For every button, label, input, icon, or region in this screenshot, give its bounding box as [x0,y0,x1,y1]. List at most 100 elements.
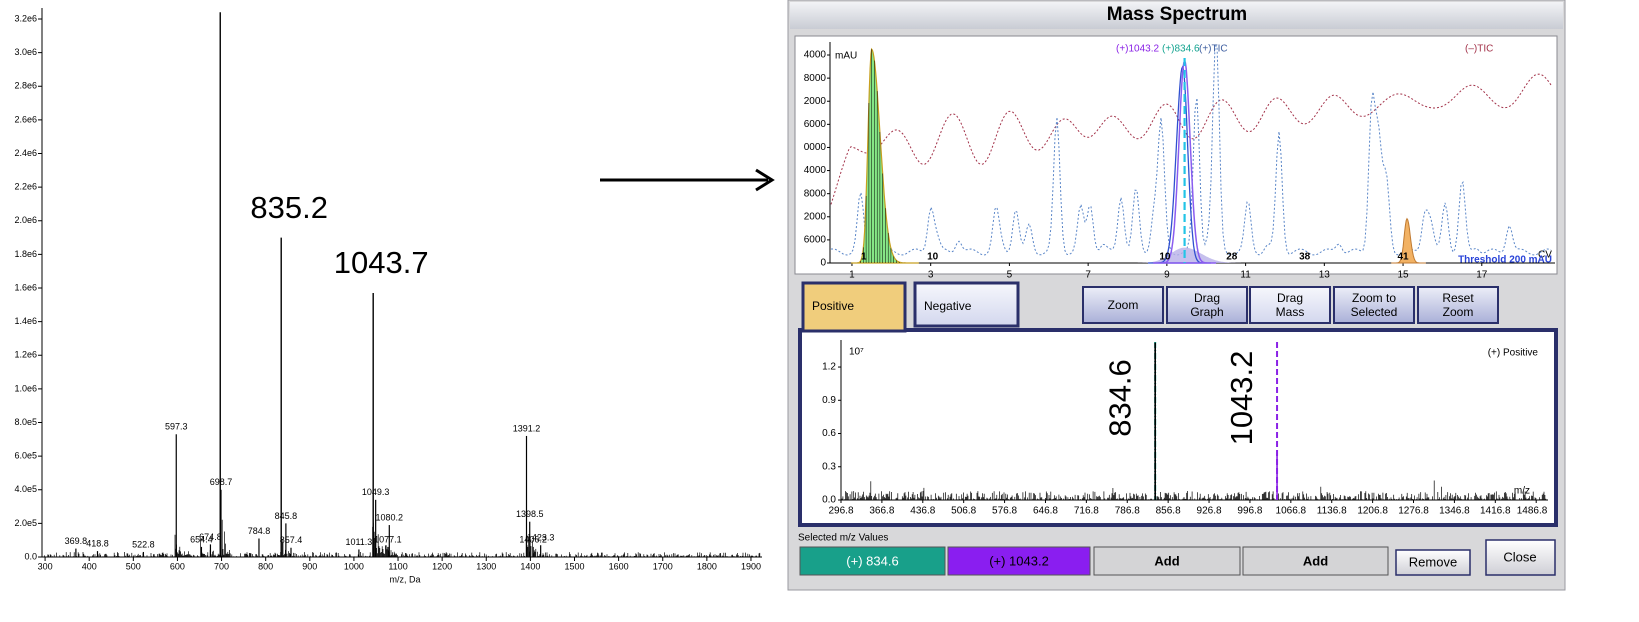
spec-x-tick-label: 436.8 [910,506,935,517]
button-label: Zoom [1443,305,1474,319]
tab-label: Positive [812,299,854,313]
title-bar [790,2,1563,29]
selected-label: Selected m/z Values [798,533,888,544]
peak-number: 10 [1159,252,1171,263]
spec-exponent: 10⁷ [849,347,864,358]
spec-x-tick-label: 996.8 [1237,506,1262,517]
peak-label: 1077.1 [374,534,402,544]
peak-label: 1398.5 [516,509,544,519]
tab-label: Negative [924,299,972,313]
spec-x-tick-label: 1346.8 [1439,506,1470,517]
toolbar-button[interactable] [1333,286,1415,324]
spec-x-tick-label: 716.8 [1074,506,1099,517]
x-tick-label: 1800 [697,561,717,571]
peak-label: 369.8 [65,536,88,546]
y-tick-label: 2.0e6 [14,215,37,225]
selected-value[interactable] [1093,546,1241,576]
spec-x-tick-label: 1486.8 [1517,506,1548,517]
y-tick-label: 2.4e6 [14,148,37,158]
peak-annotation: 1043.7 [334,245,429,280]
button-label: Reset [1442,291,1474,305]
close-button[interactable] [1485,539,1556,576]
spec-x-tick-label: 1136.8 [1317,506,1347,517]
peak-annotation: 835.2 [250,190,328,225]
selected-value-label: Add [1303,553,1328,568]
remove-label: Remove [1409,554,1457,569]
chrom-y-tick-label: 8000 [804,73,827,84]
chrom-x-tick-label: 9 [1164,270,1170,281]
peak-hatching [857,49,905,263]
y-tick-label: 6.0e5 [14,451,37,461]
selected-value[interactable] [1242,546,1389,576]
y-tick-label: 1.0e6 [14,383,37,393]
trace-label: (+)1043.2 [1116,44,1160,55]
spec-x-tick-label: 296.8 [828,506,853,517]
spectrum-panel [798,328,1558,527]
selected-value-label: (+) 1043.2 [989,553,1049,568]
selected-value[interactable] [947,546,1091,576]
peak-label: 698.7 [210,477,233,487]
chrom-x-tick-label: 13 [1319,270,1331,281]
toolbar-button[interactable] [1417,286,1499,324]
spec-x-tick-label: 1206.8 [1357,506,1388,517]
chrom-y-tick-label: 2000 [804,96,827,107]
chrom-y-tick-label: 0000 [804,142,827,153]
toolbar-button[interactable] [1249,286,1331,324]
button-label: Zoom [1108,298,1139,312]
tab[interactable] [801,281,907,333]
spec-y-tick-label: 0.9 [822,395,836,406]
spec-x-tick-label: 1416.8 [1480,506,1511,517]
chrom-y-tick-label: 8000 [804,188,827,199]
peak-label: 418.8 [86,538,109,548]
chrom-y-tick-label: 6000 [804,119,827,130]
peak-label: 1011.3 [345,537,372,547]
chrom-peak [1391,217,1426,264]
peak-number: 28 [1226,252,1238,263]
spec-legend: (+) Positive [1488,348,1539,359]
chrom-y-tick-label: 4000 [804,50,827,61]
y-tick-label: 2.0e5 [14,518,37,528]
chrom-x-tick-label: 5 [1007,270,1013,281]
spec-y-tick-label: 0.0 [822,495,836,506]
spec-x-tick-label: 506.8 [951,506,976,517]
button-label: Drag [1277,291,1303,305]
toolbar-button[interactable] [1082,286,1164,324]
remove-button[interactable] [1395,549,1471,576]
y-tick-label: 4.0e5 [14,484,37,494]
x-tick-label: 500 [126,561,141,571]
spec-x-tick-label: 786.8 [1115,506,1140,517]
x-tick-label: 1600 [609,561,629,571]
y-tick-label: 1.8e6 [14,249,37,259]
chrom-peak-base [1105,247,1280,263]
selected-value[interactable] [799,546,946,576]
spec-x-tick-label: 646.8 [1033,506,1058,517]
peak-number: 10 [927,252,939,263]
button-label: Selected [1351,305,1398,319]
button-label: Zoom to [1352,291,1396,305]
chrom-x-tick-label: 17 [1476,270,1488,281]
trace-label: (–)TIC [1465,44,1493,55]
x-tick-label: 1300 [476,561,496,571]
chrom-y-tick-label: 2000 [804,211,827,222]
spec-x-tick-label: 1276.8 [1398,506,1429,517]
x-tick-label: 1700 [653,561,673,571]
chrom-y-label: mAU [835,51,857,62]
peak-label: 1080.2 [376,512,404,522]
peak-number: 38 [1299,252,1311,263]
chromatogram-panel [794,35,1558,275]
selected-value-label: Add [1154,553,1179,568]
x-tick-label: 1900 [741,561,761,571]
spec-y-tick-label: 0.3 [822,461,836,472]
spec-x-tick-label: 1066.8 [1276,506,1307,517]
chrom-x-tick-label: 15 [1397,270,1409,281]
chrom-x-label: CV [1538,250,1552,261]
y-tick-label: 8.0e5 [14,417,37,427]
x-tick-label: 1000 [344,561,364,571]
y-tick-label: 3.2e6 [14,13,37,23]
toolbar-button[interactable] [1166,286,1248,324]
x-tick-label: 700 [214,561,229,571]
window-title: Mass Spectrum [1107,4,1247,25]
spec-annotation: 834.6 [1102,359,1137,437]
tab[interactable] [913,281,1020,328]
